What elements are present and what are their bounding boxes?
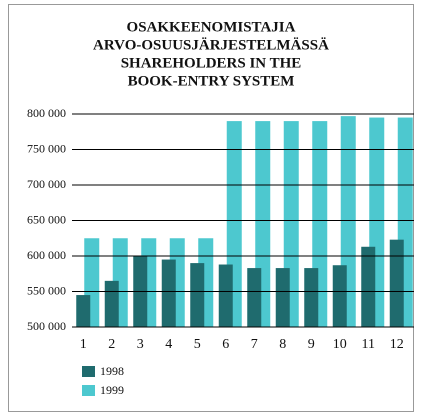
bar: [389, 239, 404, 327]
bar: [304, 268, 319, 327]
x-tick-label: 8: [279, 337, 286, 352]
chart-title: BOOK-ENTRY SYSTEM: [128, 73, 295, 89]
y-tick-label: 650 000: [27, 212, 66, 226]
x-tick-label: 4: [165, 337, 172, 352]
bar: [161, 259, 176, 327]
bar: [361, 246, 376, 327]
y-tick-label: 700 000: [27, 177, 66, 191]
bar: [104, 280, 119, 327]
chart-title: ARVO-OSUUSJÄRJESTELMÄSSÄ: [93, 37, 329, 53]
y-tick-label: 600 000: [27, 248, 66, 262]
y-tick-label: 550 000: [27, 283, 66, 297]
x-tick-label: 12: [390, 337, 404, 352]
bar: [332, 265, 347, 327]
y-tick-label: 500 000: [27, 319, 66, 333]
legend-swatch: [82, 366, 95, 377]
chart-title: SHAREHOLDERS IN THE: [121, 55, 302, 71]
bar: [190, 263, 205, 327]
x-tick-label: 10: [333, 337, 347, 352]
x-tick-label: 1: [80, 337, 87, 352]
x-tick-label: 9: [308, 337, 315, 352]
bar: [275, 268, 290, 327]
x-tick-label: 11: [362, 337, 375, 352]
legend-swatch: [82, 385, 95, 396]
y-tick-label: 750 000: [27, 141, 66, 155]
chart-title: OSAKKEENOMISTAJIA: [127, 19, 296, 35]
x-tick-label: 6: [222, 337, 229, 352]
bar: [247, 268, 262, 327]
bar: [76, 295, 91, 327]
legend-label: 1999: [100, 383, 124, 397]
bar: [218, 264, 233, 327]
x-tick-label: 3: [137, 337, 144, 352]
x-tick-label: 2: [108, 337, 115, 352]
x-tick-label: 7: [251, 337, 258, 352]
legend-label: 1998: [100, 364, 124, 378]
x-tick-label: 5: [194, 337, 201, 352]
y-tick-label: 800 000: [27, 106, 66, 120]
